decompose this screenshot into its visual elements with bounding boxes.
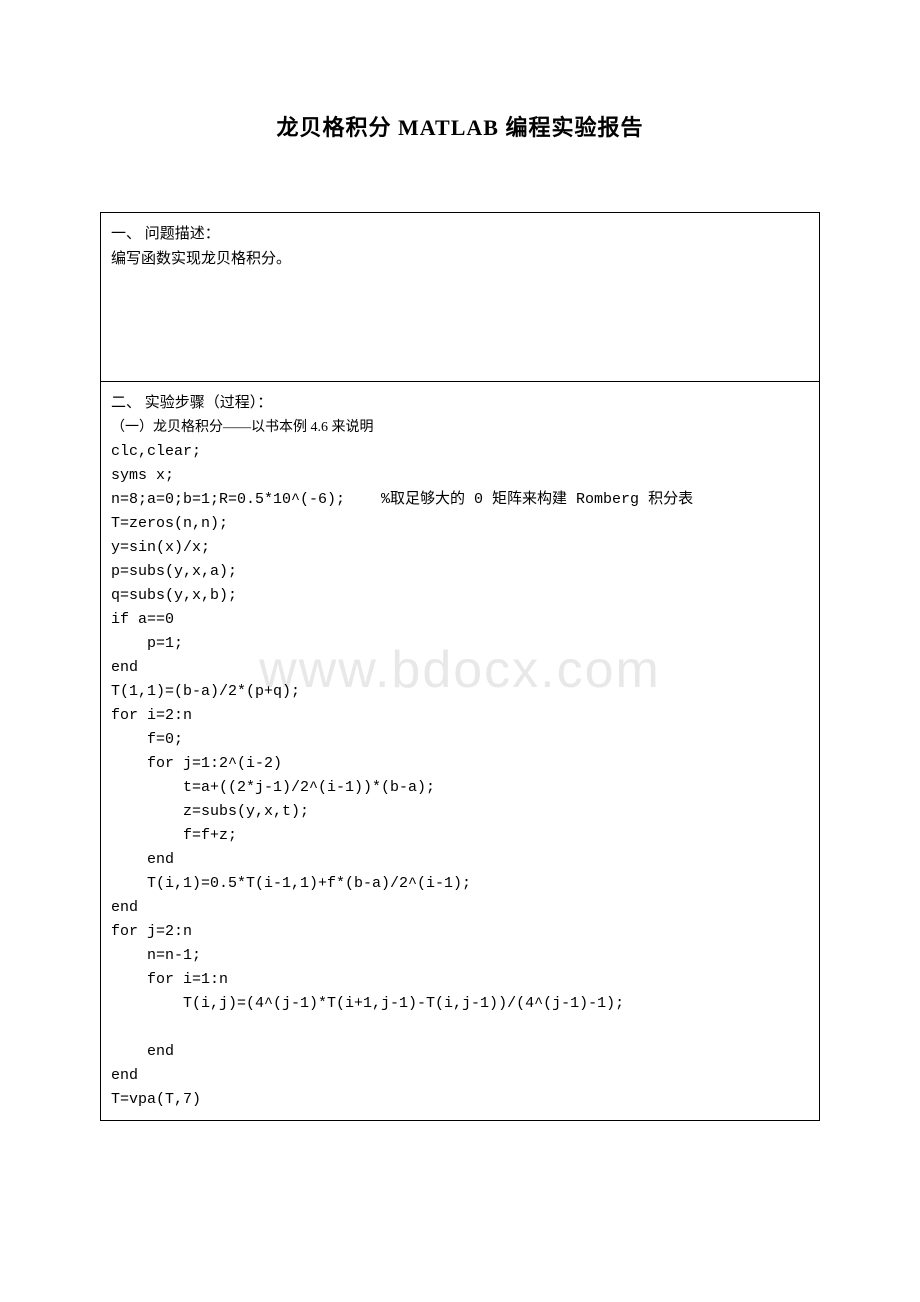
page-container: 龙贝格积分 MATLAB 编程实验报告 一、 问题描述： 编写函数实现龙贝格积分… bbox=[0, 0, 920, 1181]
section-1-body: 编写函数实现龙贝格积分。 bbox=[111, 247, 809, 271]
section-1-box: 一、 问题描述： 编写函数实现龙贝格积分。 bbox=[100, 212, 820, 382]
section-1-header: 一、 问题描述： bbox=[111, 221, 809, 247]
section-2-box: 二、 实验步骤（过程）： （一）龙贝格积分——以书本例 4.6 来说明 clc,… bbox=[100, 382, 820, 1121]
section-2-header: 二、 实验步骤（过程）： bbox=[111, 390, 809, 416]
section-2-subheader: （一）龙贝格积分——以书本例 4.6 来说明 bbox=[111, 416, 809, 440]
code-block: clc,clear; syms x; n=8;a=0;b=1;R=0.5*10^… bbox=[111, 440, 809, 1112]
document-title: 龙贝格积分 MATLAB 编程实验报告 bbox=[100, 110, 820, 142]
